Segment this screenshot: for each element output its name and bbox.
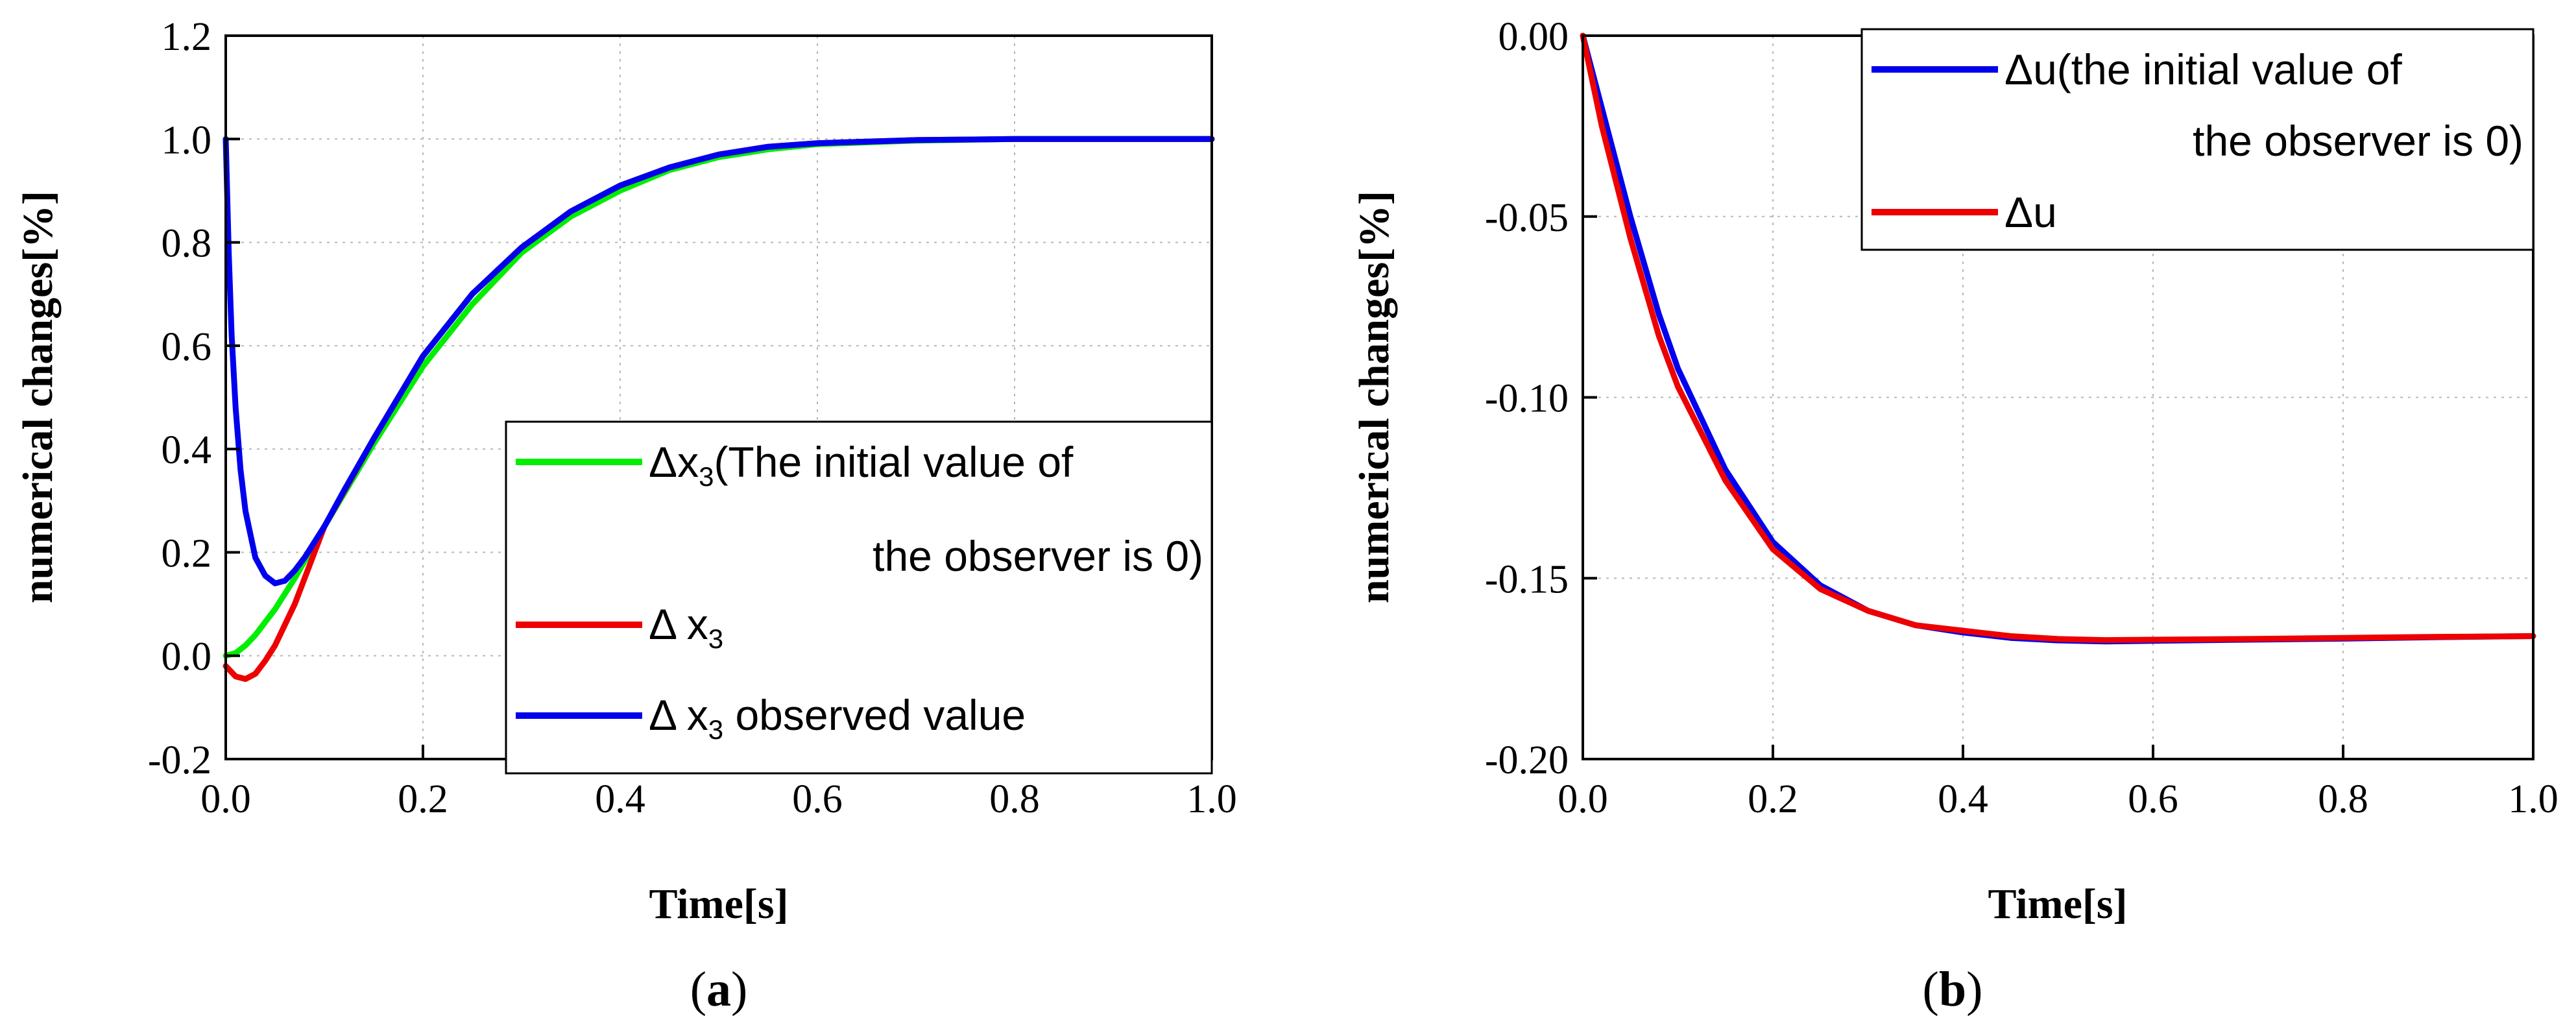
legend-a-2-label: Δ x3 observed value — [649, 691, 1026, 745]
legend-b-0-label-line1: Δu(the initial value of — [2004, 45, 2402, 93]
chart-a-y-tick-label: 0.4 — [162, 428, 212, 472]
chart-a-panel-label: (a) — [690, 962, 748, 1017]
chart-b-x-axis-label: Time[s] — [1988, 880, 2127, 928]
legend-a-1-label: Δ x3 — [649, 600, 723, 654]
chart-a-y-tick-label: 1.2 — [162, 15, 212, 59]
chart-a-series — [223, 136, 1215, 683]
legend-a-0-label-line1: Δx3(The initial value of — [649, 438, 1074, 492]
chart-a-legend: Δx3(The initial value of the observer is… — [505, 420, 1213, 775]
chart-b-panel-label: (b) — [1923, 962, 1983, 1017]
chart-a-y-tick-label: 0.8 — [162, 222, 212, 266]
chart-b-y-tick-label: 0.00 — [1499, 15, 1569, 59]
chart-a-y-tick-label: 0.2 — [162, 531, 212, 575]
chart-a-y-tick-label: 0.6 — [162, 325, 212, 369]
legend-a-0-label-line2: the observer is 0) — [873, 532, 1203, 580]
chart-a-x-tick-label: 0.8 — [989, 777, 1040, 821]
chart-a-x-axis-label: Time[s] — [649, 880, 788, 928]
chart-b-legend: Δu(the initial value of the observer is … — [1860, 28, 2534, 251]
chart-a-y-ticks: -0.2 0.0 0.2 0.4 0.6 0.8 1.0 1.2 — [148, 15, 240, 782]
chart-b-x-tick-label: 0.6 — [2128, 777, 2178, 821]
chart-b-y-tick-label: -0.10 — [1485, 377, 1569, 421]
chart-a-y-tick-label: 1.0 — [162, 118, 212, 162]
chart-a-x-tick-label: 0.4 — [595, 777, 645, 821]
chart-b-x-tick-label: 1.0 — [2508, 777, 2558, 821]
chart-a: -0.20.00.20.40.60.81.01.2 0.0 0.2 0.4 0.6 0.… — [14, 15, 1237, 1017]
chart-b-y-tick-label: -0.20 — [1485, 738, 1569, 782]
chart-b-y-tick-label: -0.05 — [1485, 196, 1569, 240]
chart-b-y-ticks: -0.20 -0.15 -0.10 -0.05 0.00 — [1485, 15, 1597, 782]
chart-a-y-tick-label: 0.0 — [162, 635, 212, 679]
chart-b-x-ticks: 0.0 0.2 0.4 0.6 0.8 1.0 — [1558, 745, 2558, 821]
chart-b-series — [1580, 32, 2536, 645]
chart-b-series-1-line — [1580, 32, 2536, 644]
chart-b-x-tick-label: 0.0 — [1558, 777, 1608, 821]
legend-b-1-label: Δu — [2004, 188, 2057, 236]
chart-b-y-tick-label: -0.15 — [1485, 557, 1569, 601]
chart-b-x-tick-label: 0.4 — [1938, 777, 1988, 821]
legend-b-0-label-line2: the observer is 0) — [2193, 117, 2523, 165]
chart-a-series-2-line — [223, 136, 1215, 586]
chart-a-x-tick-label: 0.6 — [792, 777, 843, 821]
chart-a-y-tick-label: -0.2 — [148, 738, 211, 782]
chart-a-y-axis-label: numerical changes[%] — [14, 191, 62, 603]
chart-a-x-tick-label: 0.0 — [200, 777, 251, 821]
chart-b: -0.20 -0.15 -0.10 -0.05 0.00 0.0 0.2 0.4 0.6 0.8… — [1351, 15, 2558, 1017]
chart-a-x-tick-label: 0.2 — [398, 777, 448, 821]
chart-b-y-axis-label: numerical changes[%] — [1351, 191, 1398, 603]
chart-b-x-tick-label: 0.2 — [1748, 777, 1798, 821]
chart-b-x-tick-label: 0.8 — [2318, 777, 2368, 821]
chart-a-x-tick-label: 1.0 — [1186, 777, 1237, 821]
